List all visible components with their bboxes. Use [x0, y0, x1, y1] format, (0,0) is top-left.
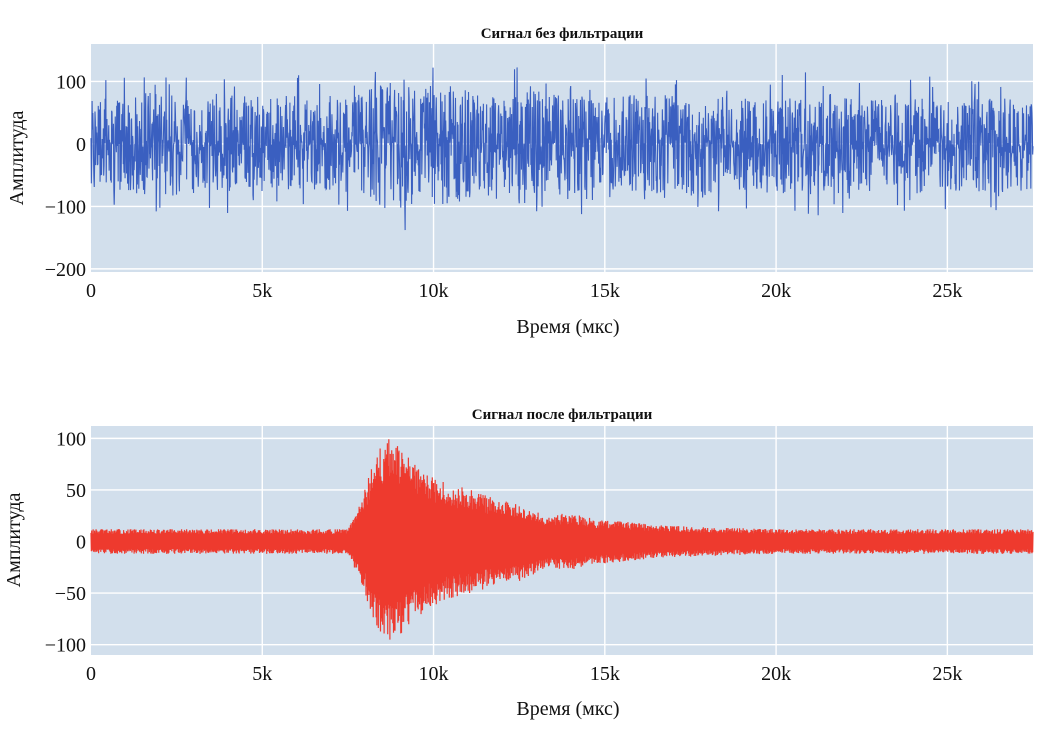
x-axis-label: Время (мкс) [516, 698, 619, 720]
y-tick-label: −200 [45, 259, 86, 281]
x-tick-label: 0 [86, 280, 96, 302]
x-tick-label: 10k [419, 280, 449, 302]
x-tick-label: 25k [932, 663, 962, 685]
x-axis-label: Время (мкс) [516, 316, 619, 338]
y-tick-label: 100 [56, 428, 86, 450]
y-tick-label: 100 [56, 71, 86, 93]
y-axis-label: Амплитуда [3, 493, 25, 588]
chart-unfiltered: Сигнал без фильтрации −200 −100 0 100 0 5k 10… [6, 26, 1034, 338]
x-tick-label: 15k [590, 280, 620, 302]
x-tick-label: 20k [761, 663, 791, 685]
chart-title: Сигнал без фильтрации [481, 26, 644, 42]
y-tick-label: 0 [76, 134, 86, 156]
x-tick-label: 5k [252, 663, 272, 685]
series-line [90, 439, 1034, 640]
x-tick-label: 20k [761, 280, 791, 302]
x-tick-label: 0 [86, 663, 96, 685]
y-tick-label: 50 [66, 480, 86, 502]
chart-title: Сигнал после фильтрации [472, 407, 653, 423]
y-tick-label: 0 [76, 532, 86, 554]
chart-filtered: Сигнал после фильтрации −100 −50 0 50 100 0 5… [3, 407, 1034, 720]
x-tick-label: 5k [252, 280, 272, 302]
y-tick-label: −100 [45, 196, 86, 218]
y-tick-label: −50 [55, 583, 86, 605]
y-tick-label: −100 [45, 635, 86, 657]
x-tick-label: 15k [590, 663, 620, 685]
series-line [90, 67, 1034, 231]
x-tick-label: 25k [932, 280, 962, 302]
x-tick-label: 10k [419, 663, 449, 685]
y-axis-label: Амплитуда [6, 111, 28, 206]
